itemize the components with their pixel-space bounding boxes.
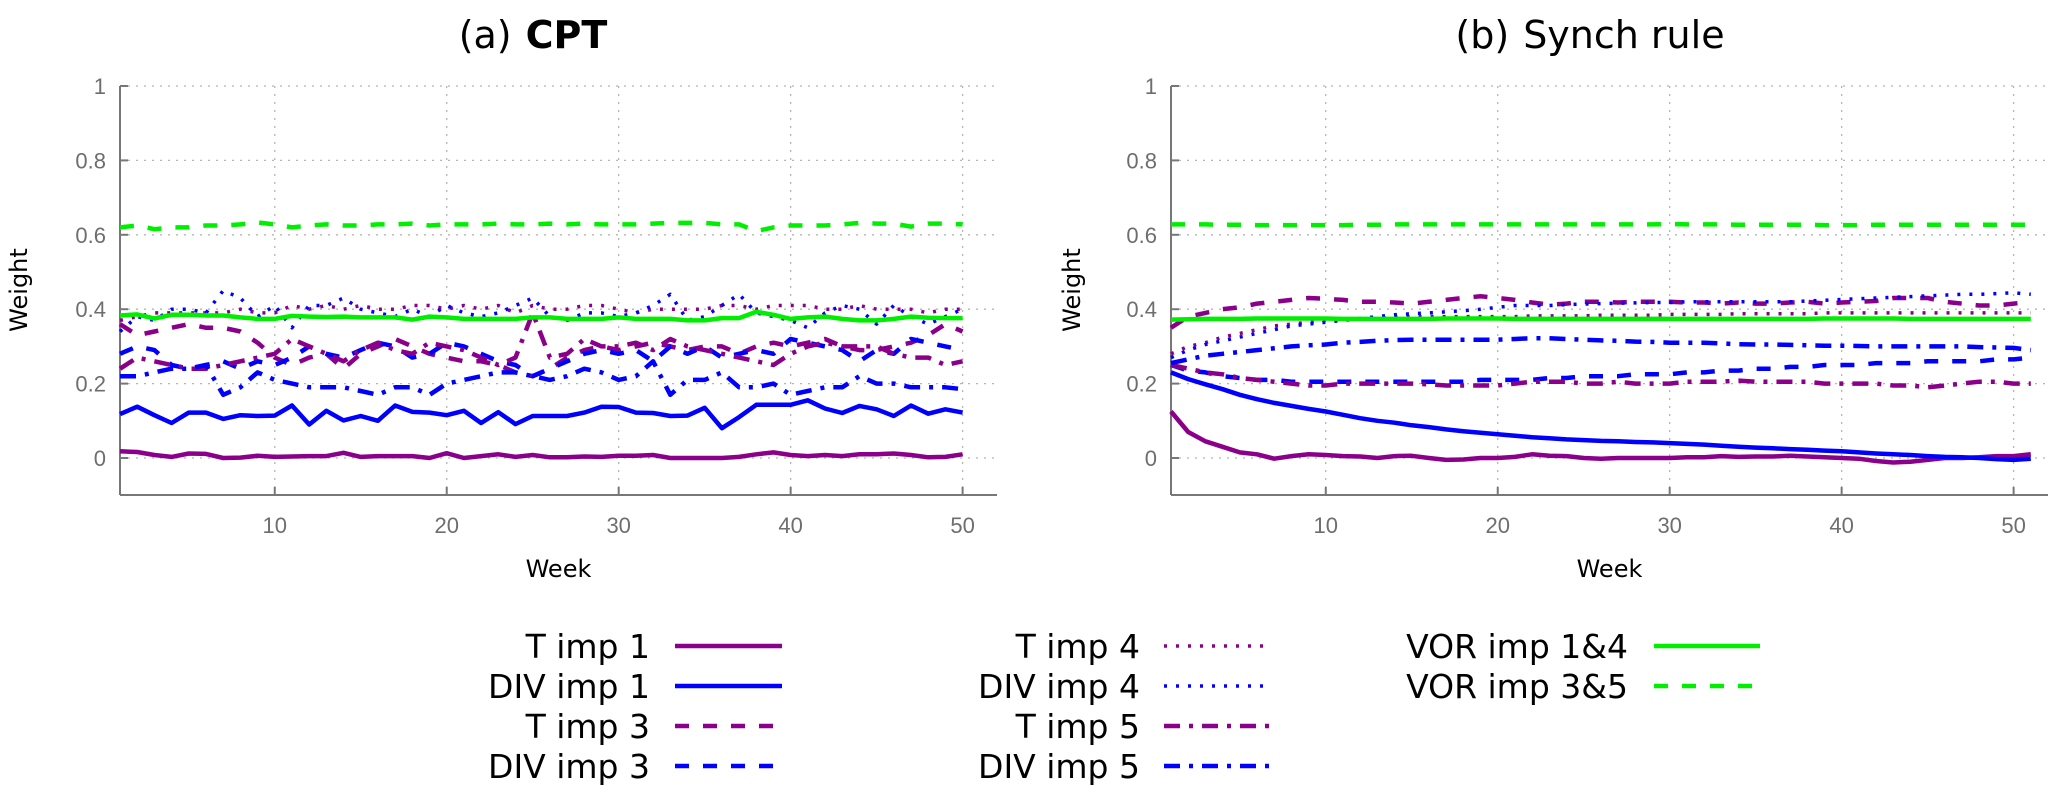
legend-item: T imp 3: [525, 707, 782, 746]
legend-label: T imp 3: [525, 707, 650, 746]
title-main: Synch rule: [1523, 13, 1724, 57]
series-line-vor-imp-1-4: [1170, 316, 2031, 322]
series-line-div-imp-3: [119, 336, 964, 379]
ytick-label: 0.2: [1126, 372, 1157, 397]
series-line-t-imp-5: [118, 310, 964, 371]
legend-label: DIV imp 1: [488, 667, 650, 706]
legend-item: DIV imp 5: [978, 747, 1272, 786]
legend-label: T imp 5: [1015, 707, 1140, 746]
xtick-label: 40: [778, 513, 802, 538]
series-line-t-imp-1: [1169, 410, 2032, 465]
xtick-label: 50: [950, 513, 974, 538]
xtick-label: 10: [1314, 513, 1338, 538]
title-prefix: (b): [1455, 13, 1509, 57]
legend-label: VOR imp 1&4: [1406, 627, 1628, 666]
ytick-label: 0: [94, 446, 106, 471]
ytick-label: 0: [1145, 446, 1157, 471]
legend-item: VOR imp 3&5: [1406, 667, 1760, 706]
ytick-label: 1: [94, 74, 106, 99]
y-axis-label: Weight: [5, 248, 33, 332]
legend-label: DIV imp 4: [978, 667, 1140, 706]
xtick-label: 40: [1829, 513, 1853, 538]
legend-label: DIV imp 3: [488, 747, 650, 786]
legend-label: T imp 1: [525, 627, 650, 666]
legend-label: T imp 4: [1015, 627, 1140, 666]
xtick-label: 20: [1485, 513, 1509, 538]
series-line-div-imp-4: [1170, 291, 2031, 360]
chart-panel-b: (b) Synch rule 0 0.2 0.4 0.6 0.8 1 10 20 30 40 50 Wee…: [1058, 13, 2048, 583]
x-axis-label: Week: [1577, 555, 1643, 583]
series-line-vor-imp-3-5: [1171, 221, 2031, 228]
ytick-label: 0.6: [1126, 223, 1157, 248]
ytick-label: 0.8: [1126, 148, 1157, 173]
series-line-vor-imp-1-4: [119, 309, 963, 323]
xtick-label: 30: [606, 513, 630, 538]
ytick-label: 0.8: [75, 148, 106, 173]
ytick-label: 0.4: [75, 297, 106, 322]
legend-item: DIV imp 1: [488, 667, 782, 706]
series-line-div-imp-1: [1170, 370, 2031, 463]
legend-label: VOR imp 3&5: [1406, 667, 1628, 706]
series-line-t-imp-3: [1169, 293, 2032, 330]
ytick-label: 0.4: [1126, 297, 1157, 322]
series-line-div-imp-1: [119, 398, 964, 431]
chart-panel-a: (a) CPT 0 0.2 0.4 0.6 0.8 1 10 20 30 40 50 Week Weight: [5, 13, 997, 583]
ytick-label: 0.6: [75, 223, 106, 248]
chart-title: (a) CPT: [459, 13, 608, 57]
ytick-label: 1: [1145, 74, 1157, 99]
y-axis-label: Weight: [1058, 248, 1086, 332]
legend-label: DIV imp 5: [978, 747, 1140, 786]
series-line-div-imp-4: [118, 288, 964, 333]
ytick-label: 0.2: [75, 372, 106, 397]
series-line-div-imp-5: [1170, 335, 2032, 366]
chart-title: (b) Synch rule: [1455, 13, 1724, 57]
x-axis-label: Week: [526, 555, 592, 583]
title-main: CPT: [526, 13, 608, 57]
xtick-label: 10: [263, 513, 287, 538]
legend-item: T imp 1: [525, 627, 782, 666]
series-line-t-imp-4: [1170, 311, 2031, 356]
title-prefix: (a): [459, 13, 512, 57]
series-line-vor-imp-3-5: [119, 220, 963, 234]
legend-item: DIV imp 3: [488, 747, 782, 786]
xtick-label: 20: [434, 513, 458, 538]
legend-item: T imp 5: [1015, 707, 1272, 746]
legend-item: T imp 4: [1015, 627, 1272, 666]
series-line-div-imp-3: [1170, 355, 2032, 384]
series-line-t-imp-5: [1170, 362, 2031, 390]
series-line-div-imp-5: [120, 359, 963, 398]
xtick-label: 50: [2001, 513, 2025, 538]
legend-item: DIV imp 4: [978, 667, 1272, 706]
series-line-t-imp-1: [119, 449, 963, 461]
legend-item: VOR imp 1&4: [1406, 627, 1760, 666]
xtick-label: 30: [1657, 513, 1681, 538]
